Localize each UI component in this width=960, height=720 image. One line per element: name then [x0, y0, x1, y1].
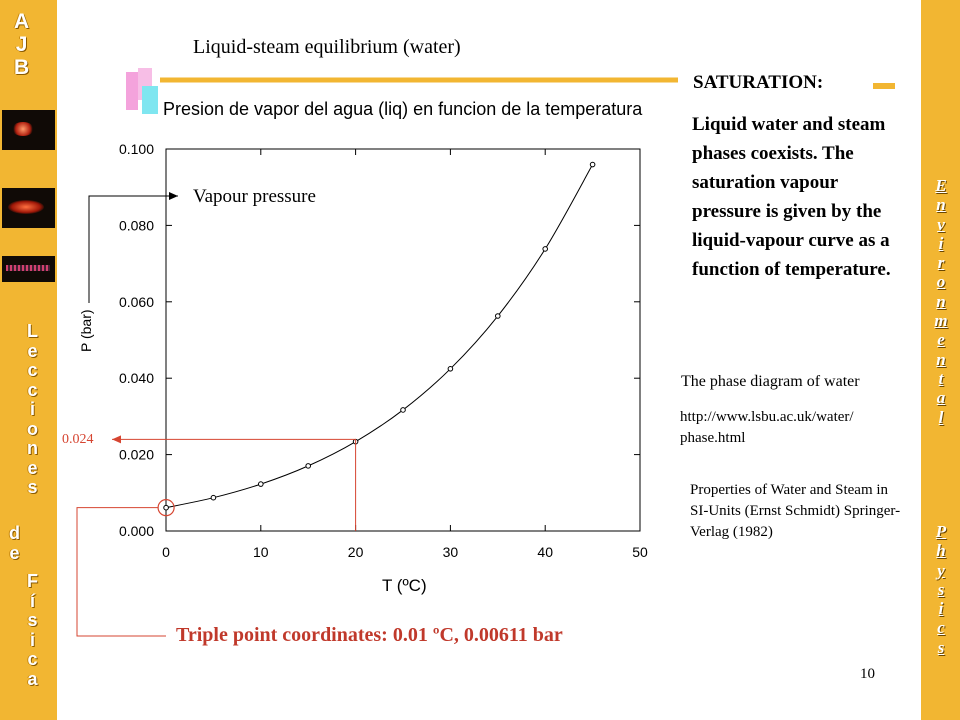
x-tick-label: 10 [253, 544, 269, 560]
sidebar-thumbnail-3 [2, 256, 55, 282]
book-reference: Properties of Water and Steam in SI-Unit… [690, 482, 901, 540]
logo-block-cyan [142, 86, 158, 114]
y-tick-label: 0.020 [119, 447, 154, 463]
data-point [305, 463, 312, 469]
phase-diagram-label: The phase diagram of water [681, 373, 860, 390]
sidebar-thumbnail-2 [2, 188, 55, 228]
reference-url[interactable]: http://www.lsbu.ac.uk/water/ phase.html [680, 409, 854, 446]
y-tick-label: 0.080 [119, 217, 154, 233]
marked-pressure-value: 0.024 [62, 432, 94, 447]
data-point [400, 407, 406, 413]
logo-block-pink [126, 72, 138, 110]
y-tick-label: 0.000 [119, 523, 154, 539]
data-point [542, 246, 549, 252]
y-tick-label: 0.100 [119, 141, 154, 157]
saturation-text: Liquid water and steam phases coexists. … [692, 114, 891, 280]
data-point [495, 313, 501, 319]
data-point [210, 494, 217, 501]
title-rule-right [873, 83, 895, 89]
vapour-pressure-label: Vapour pressure [193, 186, 316, 207]
chart-title: Presion de vapor del agua (liq) en funci… [163, 99, 643, 119]
highlight-arrow [112, 435, 357, 531]
plot-frame [165, 148, 641, 532]
data-point [447, 366, 454, 372]
x-tick-label: 20 [348, 544, 364, 560]
vapour-curve [165, 164, 594, 509]
x-tick-label: 30 [443, 544, 459, 560]
data-point [258, 481, 264, 487]
y-tick-label: 0.040 [119, 370, 154, 386]
slide-title: Liquid-steam equilibrium (water) [193, 36, 461, 58]
x-axis-label: T (ºC) [382, 576, 427, 595]
sidebar-thumbnail-1 [2, 110, 55, 150]
vapour-pressure-arrow [88, 192, 178, 303]
x-tick-label: 40 [537, 544, 553, 560]
right-sidebar [921, 0, 960, 720]
data-point [163, 504, 169, 511]
x-tick-label: 50 [632, 544, 648, 560]
data-point [589, 161, 596, 168]
triple-point-text: Triple point coordinates: 0.01 ºC, 0.006… [176, 624, 563, 646]
x-tick-label: 0 [162, 544, 170, 560]
y-tick-label: 0.060 [119, 294, 154, 310]
triple-point-leader [76, 507, 166, 637]
page-number: 10 [860, 666, 875, 682]
saturation-heading: SATURATION: [693, 72, 824, 93]
